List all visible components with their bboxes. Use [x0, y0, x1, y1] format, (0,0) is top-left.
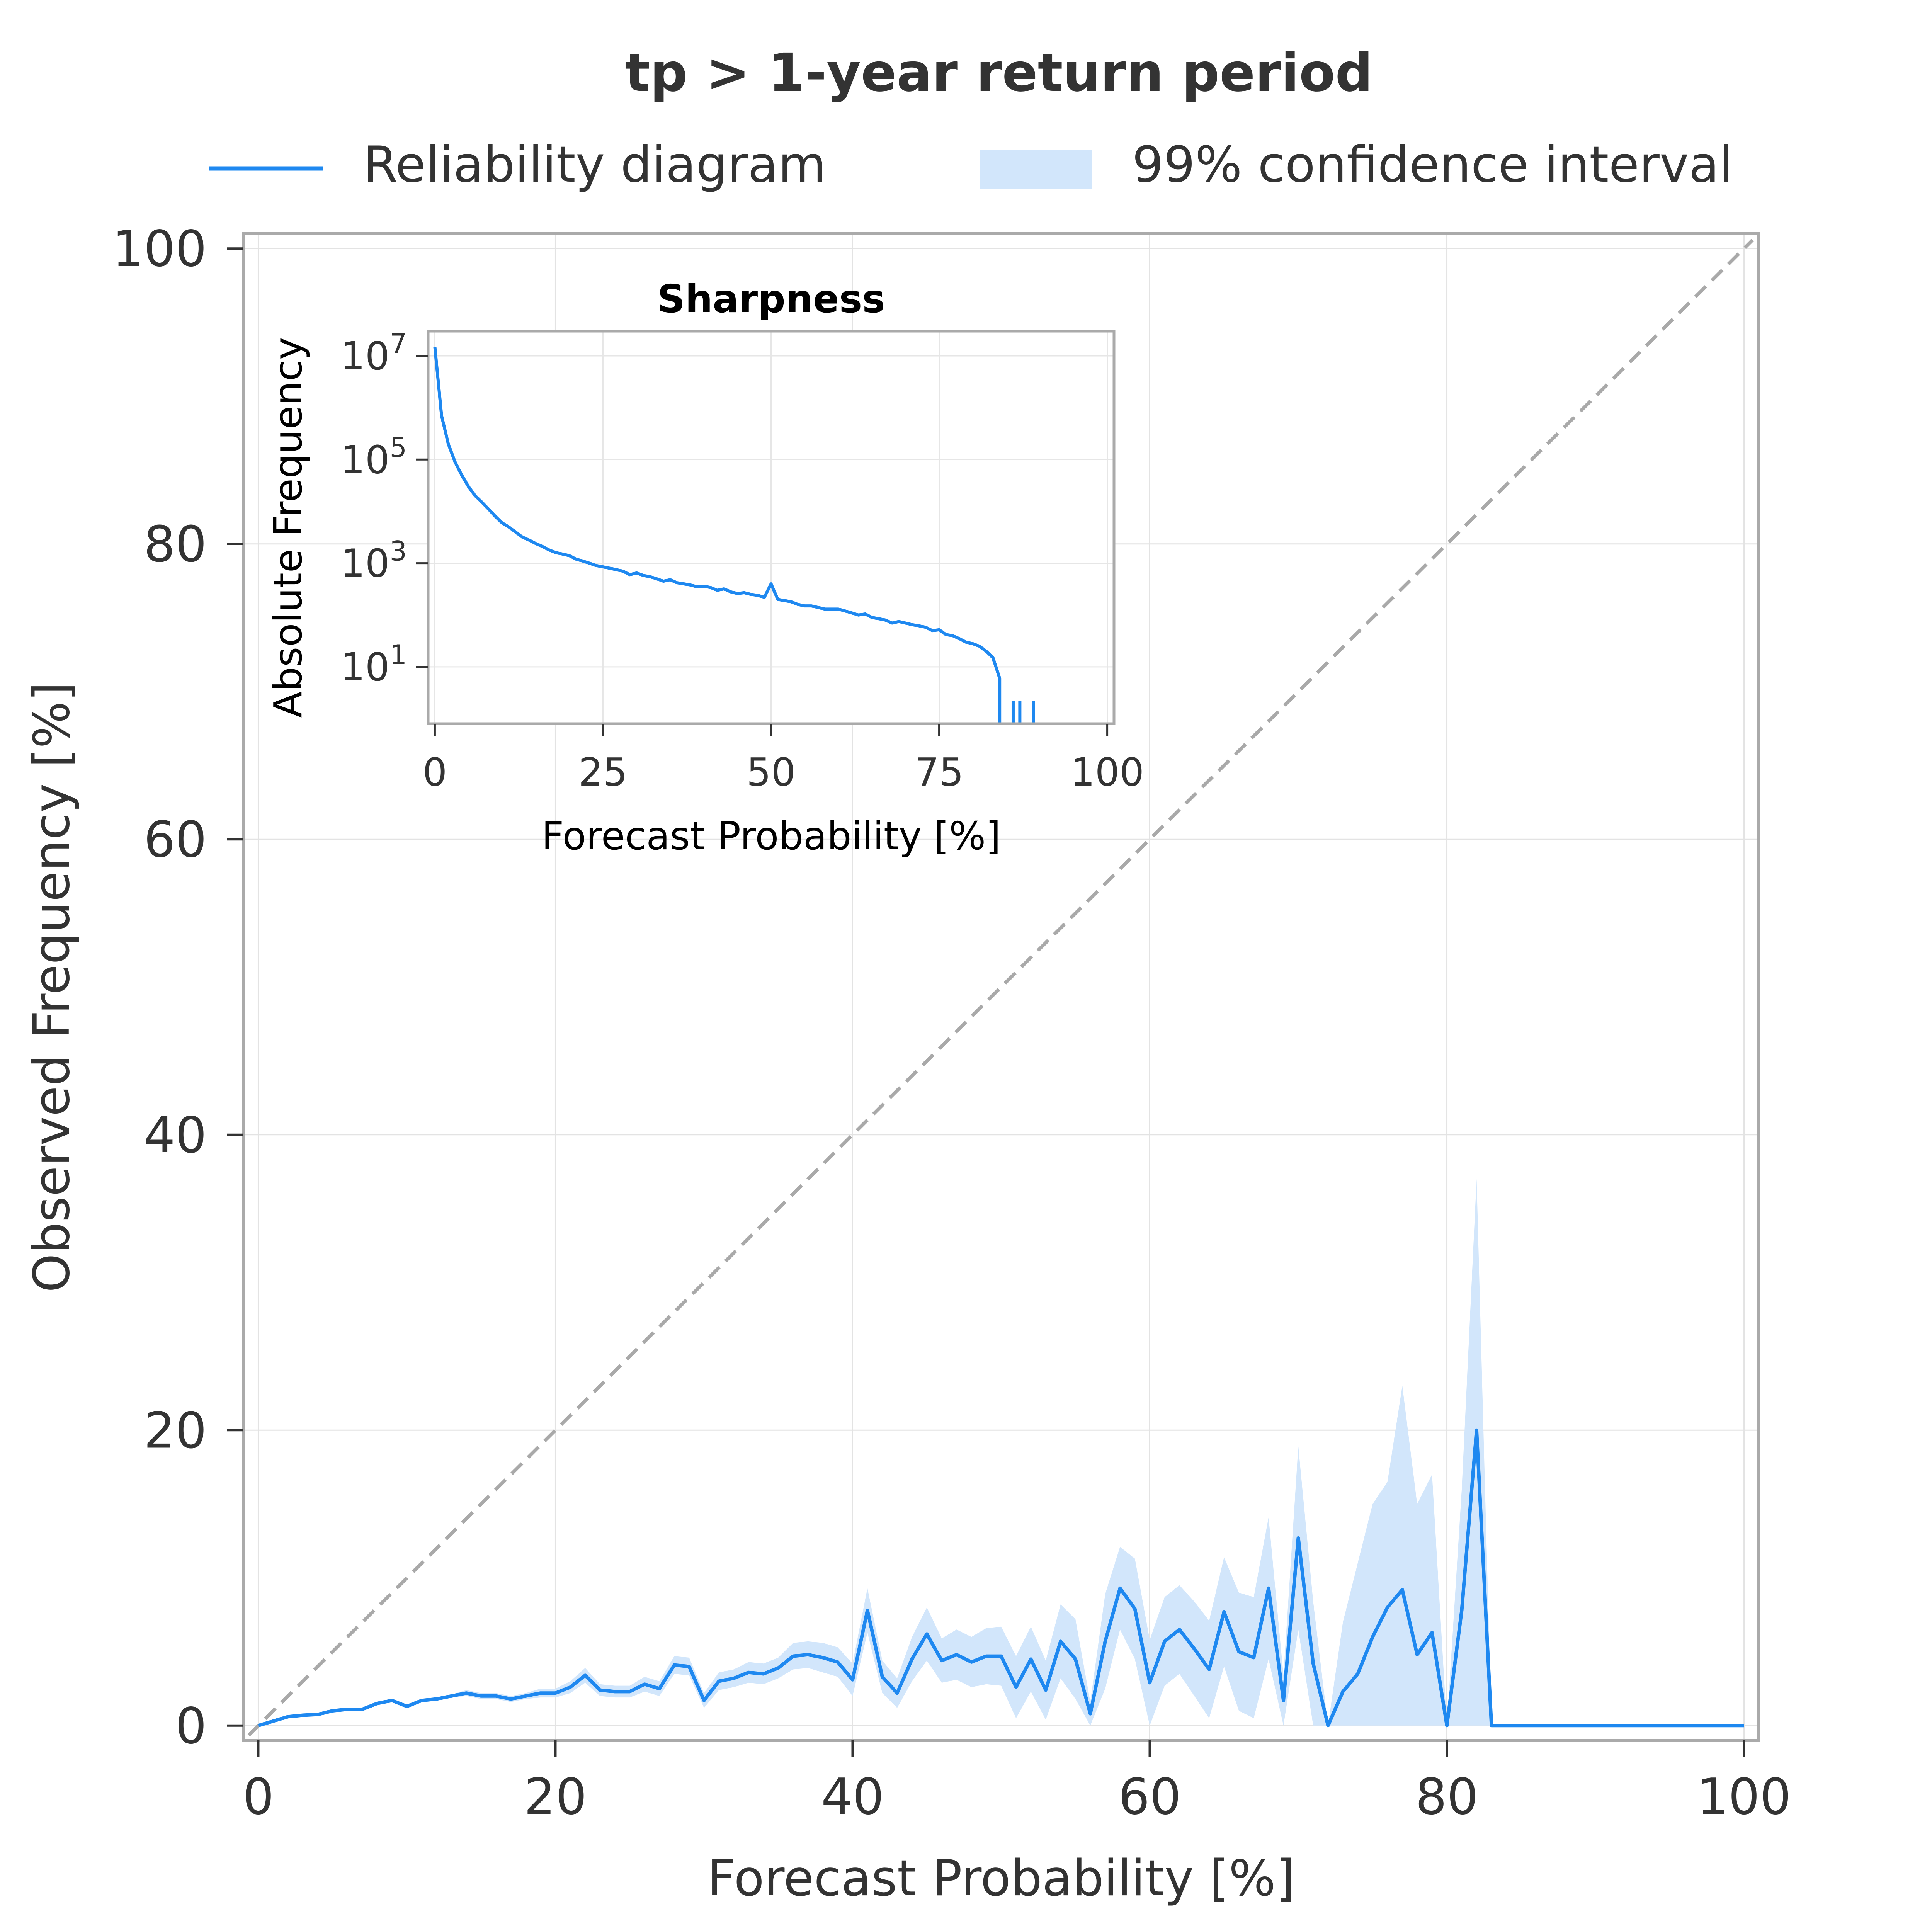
perfect-reliability-line [247, 239, 1754, 1736]
main-y-tick-label: 100 [112, 220, 207, 278]
main-x-tick-label: 0 [243, 1768, 274, 1826]
legend-label-confidence: 99% confidence interval [1132, 136, 1733, 194]
inset-x-tick-label: 75 [915, 750, 964, 795]
legend-band-swatch [980, 150, 1092, 189]
confidence-band [258, 1179, 1492, 1726]
main-y-tick-label: 80 [144, 516, 207, 573]
confidence-band-layer [258, 1179, 1492, 1726]
inset-grid [428, 331, 1114, 724]
main-x-axis-label: Forecast Probability [%] [707, 1850, 1295, 1907]
main-y-axis-label: Observed Frequency [%] [23, 682, 81, 1293]
sharpness-line [433, 347, 1002, 724]
main-legend: Reliability diagram 99% confidence inter… [209, 136, 1733, 194]
main-ticks: 0 20 40 60 80 100 0 20 40 60 80 100 [112, 220, 1791, 1826]
main-x-tick-label: 80 [1415, 1768, 1478, 1826]
main-x-tick-label: 20 [524, 1768, 587, 1826]
sharpness-inset: Sharpness 0 25 50 75 100 101 103 105 107 Forecas… [265, 276, 1144, 859]
reliability-line [258, 1428, 1744, 1728]
inset-x-axis-label: Forecast Probability [%] [542, 813, 1001, 859]
inset-x-tick-label: 100 [1070, 750, 1144, 795]
main-y-tick-label: 40 [144, 1107, 207, 1164]
legend-label-reliability: Reliability diagram [363, 136, 826, 194]
reliability-chart: tp > 1-year return period Reliability di… [23, 43, 1791, 1907]
inset-y-tick-label: 101 [340, 639, 407, 690]
main-y-tick-label: 60 [144, 811, 207, 869]
main-plot-frame [242, 232, 1760, 1742]
inset-x-tick-label: 25 [578, 750, 628, 795]
main-y-tick-label: 0 [175, 1697, 207, 1755]
main-y-tick-label: 20 [144, 1402, 207, 1459]
inset-y-axis-label: Absolute Frequency [265, 337, 311, 718]
inset-y-tick-label: 103 [340, 536, 407, 586]
inset-y-tick-label: 105 [340, 432, 407, 482]
inset-title: Sharpness [657, 276, 885, 321]
main-x-tick-label: 60 [1118, 1768, 1181, 1826]
inset-ticks: 0 25 50 75 100 101 103 105 107 [340, 328, 1144, 795]
inset-x-tick-label: 0 [423, 750, 447, 795]
inset-x-tick-label: 50 [747, 750, 796, 795]
main-x-tick-label: 100 [1697, 1768, 1791, 1826]
inset-y-tick-label: 107 [340, 328, 407, 379]
main-x-tick-label: 40 [821, 1768, 884, 1826]
reliability-series-layer [258, 1428, 1744, 1728]
main-title: tp > 1-year return period [625, 43, 1373, 104]
sharpness-series-layer [433, 347, 1035, 724]
